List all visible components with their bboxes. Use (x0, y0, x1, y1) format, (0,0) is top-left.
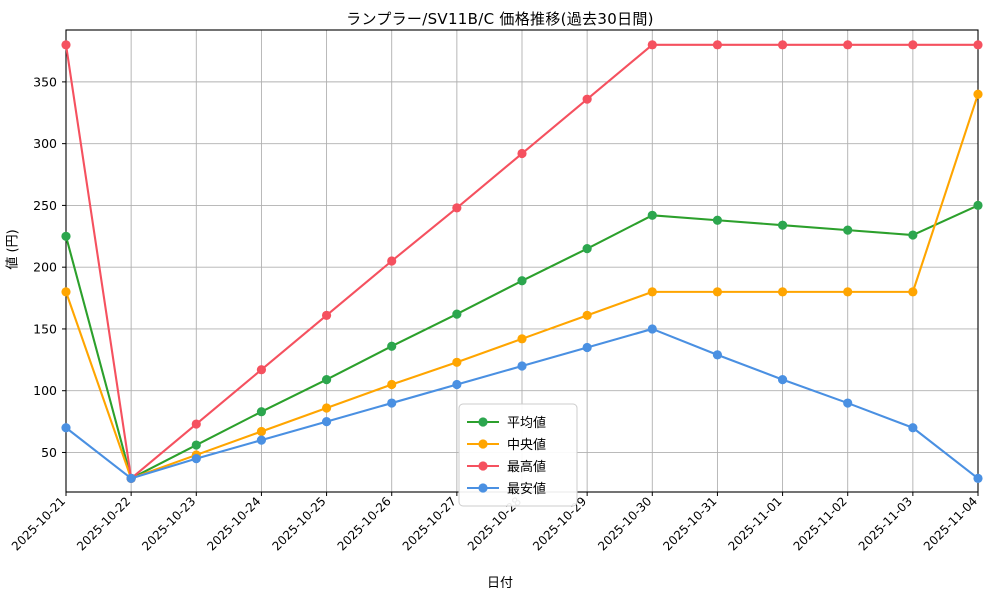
data-point-marker (582, 342, 592, 353)
data-point-marker (517, 276, 527, 286)
data-point-marker (973, 89, 983, 99)
data-point-marker (517, 334, 527, 344)
data-point-marker (191, 440, 201, 450)
data-point-marker (582, 244, 592, 254)
data-point-marker (973, 200, 983, 211)
legend-label: 最高値 (507, 459, 546, 475)
data-point-marker (843, 398, 853, 408)
data-point-marker (908, 230, 918, 240)
legend-label: 最安値 (507, 481, 546, 497)
y-tick-label: 300 (33, 136, 57, 151)
chart-title: ランプラー/SV11B/C 価格推移(過去30日間) (346, 10, 654, 28)
data-point-marker (712, 350, 723, 360)
y-axis-label: 値 (円) (5, 229, 21, 270)
y-tick-label: 100 (33, 383, 57, 398)
data-point-marker (908, 287, 918, 297)
series-3 (61, 40, 983, 484)
x-tick-label: 2025-10-24 (204, 494, 263, 553)
data-point-marker (387, 256, 397, 266)
y-tick-label: 250 (33, 198, 57, 213)
x-tick-label: 2025-11-04 (921, 494, 980, 553)
y-tick-label: 350 (33, 74, 57, 89)
x-tick-label: 2025-10-23 (139, 494, 198, 553)
series-1 (61, 200, 983, 484)
y-tick-label: 200 (33, 260, 57, 275)
data-point-marker (517, 148, 527, 159)
data-point-marker (387, 379, 397, 390)
series-4 (61, 324, 983, 484)
data-point-marker (256, 365, 267, 375)
data-point-marker (452, 309, 462, 319)
data-point-marker (973, 40, 983, 50)
x-axis-label: 日付 (486, 576, 513, 591)
y-tick-label: 50 (41, 445, 57, 460)
data-point-marker (452, 379, 462, 390)
data-point-marker (777, 287, 788, 297)
legend-item-3[interactable]: 最高値 (467, 459, 546, 475)
data-point-marker (843, 287, 853, 297)
data-point-marker (256, 435, 267, 445)
x-tick-label: 2025-11-01 (725, 494, 784, 553)
data-point-marker (321, 416, 332, 427)
legend-label: 中央値 (507, 437, 546, 453)
data-point-marker (712, 287, 723, 297)
data-point-marker (61, 423, 71, 433)
data-point-marker (387, 341, 397, 351)
data-point-marker (777, 40, 788, 50)
data-point-marker (973, 473, 983, 484)
data-point-marker (517, 361, 527, 371)
data-series-layer (61, 40, 983, 484)
data-point-marker (647, 210, 657, 220)
data-point-marker (712, 40, 723, 50)
data-point-marker (191, 454, 201, 464)
data-point-marker (712, 215, 723, 225)
legend-item-4[interactable]: 最安値 (467, 481, 546, 497)
data-point-marker (256, 407, 267, 417)
data-point-marker (321, 403, 332, 413)
legend-label: 平均値 (507, 415, 546, 431)
data-point-marker (582, 310, 592, 320)
data-point-marker (777, 220, 788, 230)
x-tick-label: 2025-11-03 (856, 494, 915, 553)
data-point-marker (61, 231, 71, 241)
x-tick-label: 2025-10-21 (9, 494, 68, 553)
data-point-marker (777, 374, 788, 385)
data-point-marker (452, 357, 462, 367)
data-point-marker (321, 374, 332, 385)
data-point-marker (647, 40, 657, 50)
data-point-marker (908, 40, 918, 50)
x-tick-label: 2025-10-30 (595, 494, 654, 553)
legend-item-2[interactable]: 中央値 (467, 437, 546, 453)
data-point-marker (126, 473, 136, 484)
data-point-marker (647, 324, 657, 334)
data-point-marker (387, 398, 397, 408)
data-point-marker (61, 287, 71, 297)
x-tick-label: 2025-10-22 (74, 494, 133, 553)
data-point-marker (582, 94, 592, 104)
x-tick-label: 2025-10-25 (269, 494, 328, 553)
data-point-marker (647, 287, 657, 297)
data-point-marker (256, 426, 267, 437)
legend-item-1[interactable]: 平均値 (467, 415, 546, 431)
data-point-marker (843, 225, 853, 235)
data-point-marker (452, 203, 462, 213)
data-point-marker (843, 40, 853, 50)
x-tick-label: 2025-10-27 (400, 494, 459, 553)
x-tick-label: 2025-10-26 (335, 494, 394, 553)
x-tick-label: 2025-11-02 (791, 494, 850, 553)
data-point-marker (908, 423, 918, 433)
y-tick-label: 150 (33, 321, 57, 336)
data-point-marker (61, 40, 71, 50)
data-point-marker (191, 419, 201, 429)
x-tick-label: 2025-10-31 (660, 494, 719, 553)
data-point-marker (321, 310, 332, 320)
